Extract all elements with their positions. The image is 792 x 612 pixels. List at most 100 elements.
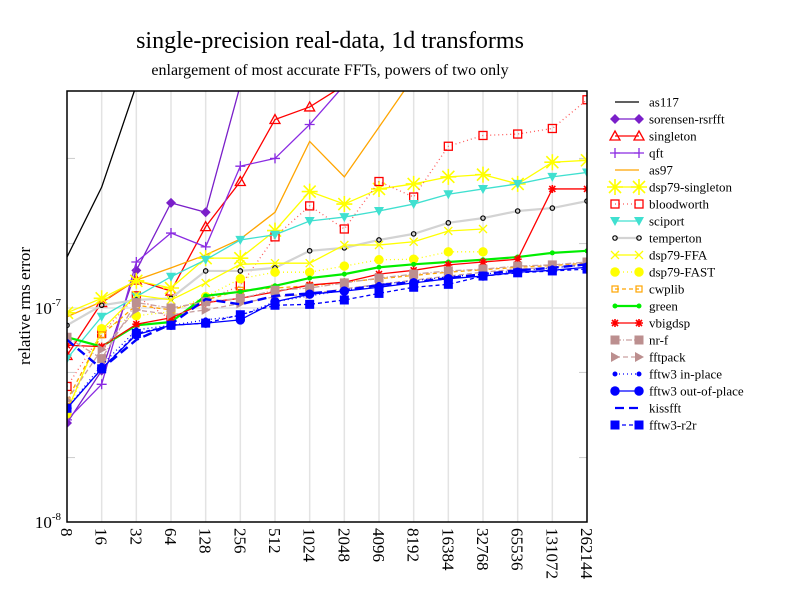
data-point — [443, 279, 453, 289]
data-point — [610, 148, 620, 158]
data-point — [339, 213, 350, 223]
x-tick-label: 4096 — [369, 528, 388, 562]
legend-label: fftpack — [649, 350, 686, 365]
data-point — [634, 199, 644, 209]
legend-label: singleton — [649, 129, 697, 144]
data-point — [339, 261, 350, 271]
data-point — [131, 329, 141, 339]
x-tick-label: 262144 — [577, 528, 596, 580]
legend-item: fftw3-r2r — [610, 418, 697, 433]
legend-item: dsp79-FFA — [610, 248, 708, 263]
data-point — [548, 184, 557, 193]
data-point — [513, 261, 523, 271]
data-point — [307, 275, 313, 281]
legend-item: cwplib — [611, 282, 684, 297]
legend-label: fftw3-r2r — [649, 418, 697, 433]
series-qft — [67, 80, 349, 425]
data-point — [374, 288, 384, 298]
data-point — [549, 205, 556, 211]
data-point — [547, 172, 558, 182]
data-point — [339, 295, 349, 305]
data-point — [636, 371, 642, 377]
data-point — [339, 80, 349, 90]
data-point — [98, 302, 105, 309]
data-point — [374, 255, 384, 265]
legend-item: fftw3 out-of-place — [610, 384, 744, 399]
data-point — [235, 293, 245, 303]
legend-label: sciport — [649, 214, 685, 229]
legend-label: sorensen-rsrfft — [649, 112, 725, 127]
series-fftw3-in-place — [67, 262, 587, 411]
data-point — [131, 257, 142, 268]
data-point — [339, 278, 349, 288]
series-kissfft — [67, 263, 587, 371]
data-point — [549, 250, 555, 256]
data-point — [371, 180, 387, 197]
series-line — [67, 261, 587, 360]
data-point — [305, 283, 315, 293]
chart-subtitle: enlargement of most accurate FFTs, power… — [151, 62, 509, 79]
data-point — [96, 312, 107, 322]
data-point — [304, 289, 315, 299]
data-point — [237, 268, 244, 274]
data-point — [234, 175, 247, 187]
data-point — [610, 114, 620, 124]
data-point — [478, 184, 488, 194]
data-point — [513, 129, 523, 139]
data-point — [235, 161, 246, 172]
data-point — [96, 379, 107, 390]
data-point — [445, 220, 452, 226]
data-point — [478, 271, 488, 281]
data-point — [634, 335, 644, 345]
data-point — [635, 352, 644, 362]
data-point — [612, 235, 618, 241]
data-point — [200, 207, 211, 218]
data-point — [634, 386, 644, 396]
data-point — [235, 259, 245, 269]
x-tick-label: 32 — [126, 528, 145, 545]
legend-item: kissfft — [615, 401, 682, 416]
data-point — [478, 264, 488, 274]
data-point — [610, 199, 620, 209]
data-point — [409, 237, 419, 247]
data-point — [128, 272, 145, 289]
legend-item: as117 — [615, 95, 679, 110]
data-point — [95, 296, 108, 308]
data-point — [513, 255, 522, 264]
chart-title: single-precision real-data, 1d transform… — [136, 28, 524, 54]
y-tick-base: 10 — [35, 513, 52, 532]
data-point — [444, 260, 453, 269]
data-point — [478, 224, 488, 234]
series-line — [67, 266, 587, 409]
data-point — [166, 197, 176, 208]
data-point — [270, 258, 280, 268]
data-point — [610, 420, 620, 430]
data-point — [634, 148, 644, 158]
data-point — [163, 280, 179, 297]
data-point — [612, 303, 618, 309]
data-point — [478, 130, 488, 141]
data-point — [67, 418, 72, 429]
data-point — [610, 335, 620, 345]
series-fftw3-r2r — [67, 264, 587, 413]
data-point — [634, 114, 644, 124]
series-line — [67, 99, 587, 387]
data-point — [582, 95, 587, 105]
series-line — [67, 159, 587, 314]
x-tick-label: 131072 — [542, 528, 561, 579]
data-point — [270, 230, 280, 240]
data-point — [443, 190, 454, 200]
data-point — [270, 153, 280, 164]
legend-item: fftpack — [611, 350, 686, 365]
data-point — [443, 247, 454, 257]
data-point — [374, 206, 384, 216]
x-axis-ticks: 8 16 32 64 128 256 512 1024 2048 4096 8192 16384 327… — [57, 528, 596, 580]
series-bloodworth — [67, 95, 587, 392]
data-point — [166, 295, 176, 305]
y-tick-exponent: -8 — [52, 511, 62, 523]
data-point — [203, 293, 209, 299]
legend-item: singleton — [608, 129, 697, 144]
data-point — [632, 129, 646, 141]
data-point — [235, 80, 245, 90]
legend-item: green — [612, 299, 678, 314]
